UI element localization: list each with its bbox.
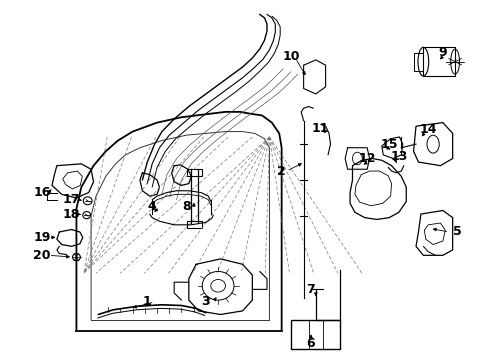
Text: 4: 4 bbox=[148, 201, 156, 213]
Text: 14: 14 bbox=[419, 123, 437, 136]
Text: 9: 9 bbox=[439, 46, 447, 59]
Text: 16: 16 bbox=[33, 186, 51, 199]
Text: 8: 8 bbox=[182, 201, 191, 213]
Text: 13: 13 bbox=[390, 150, 408, 163]
Text: 18: 18 bbox=[63, 208, 80, 221]
Text: 20: 20 bbox=[33, 249, 51, 262]
Text: 11: 11 bbox=[312, 122, 329, 135]
Text: 10: 10 bbox=[283, 50, 300, 63]
Text: 5: 5 bbox=[453, 225, 462, 238]
Text: 1: 1 bbox=[143, 296, 151, 309]
Text: 15: 15 bbox=[380, 138, 398, 150]
Text: 19: 19 bbox=[33, 231, 51, 244]
Text: 6: 6 bbox=[307, 337, 315, 350]
Text: 2: 2 bbox=[277, 165, 286, 177]
Text: 3: 3 bbox=[201, 296, 210, 309]
Text: 17: 17 bbox=[63, 193, 80, 206]
Text: 12: 12 bbox=[358, 152, 376, 165]
Text: 7: 7 bbox=[307, 283, 316, 296]
